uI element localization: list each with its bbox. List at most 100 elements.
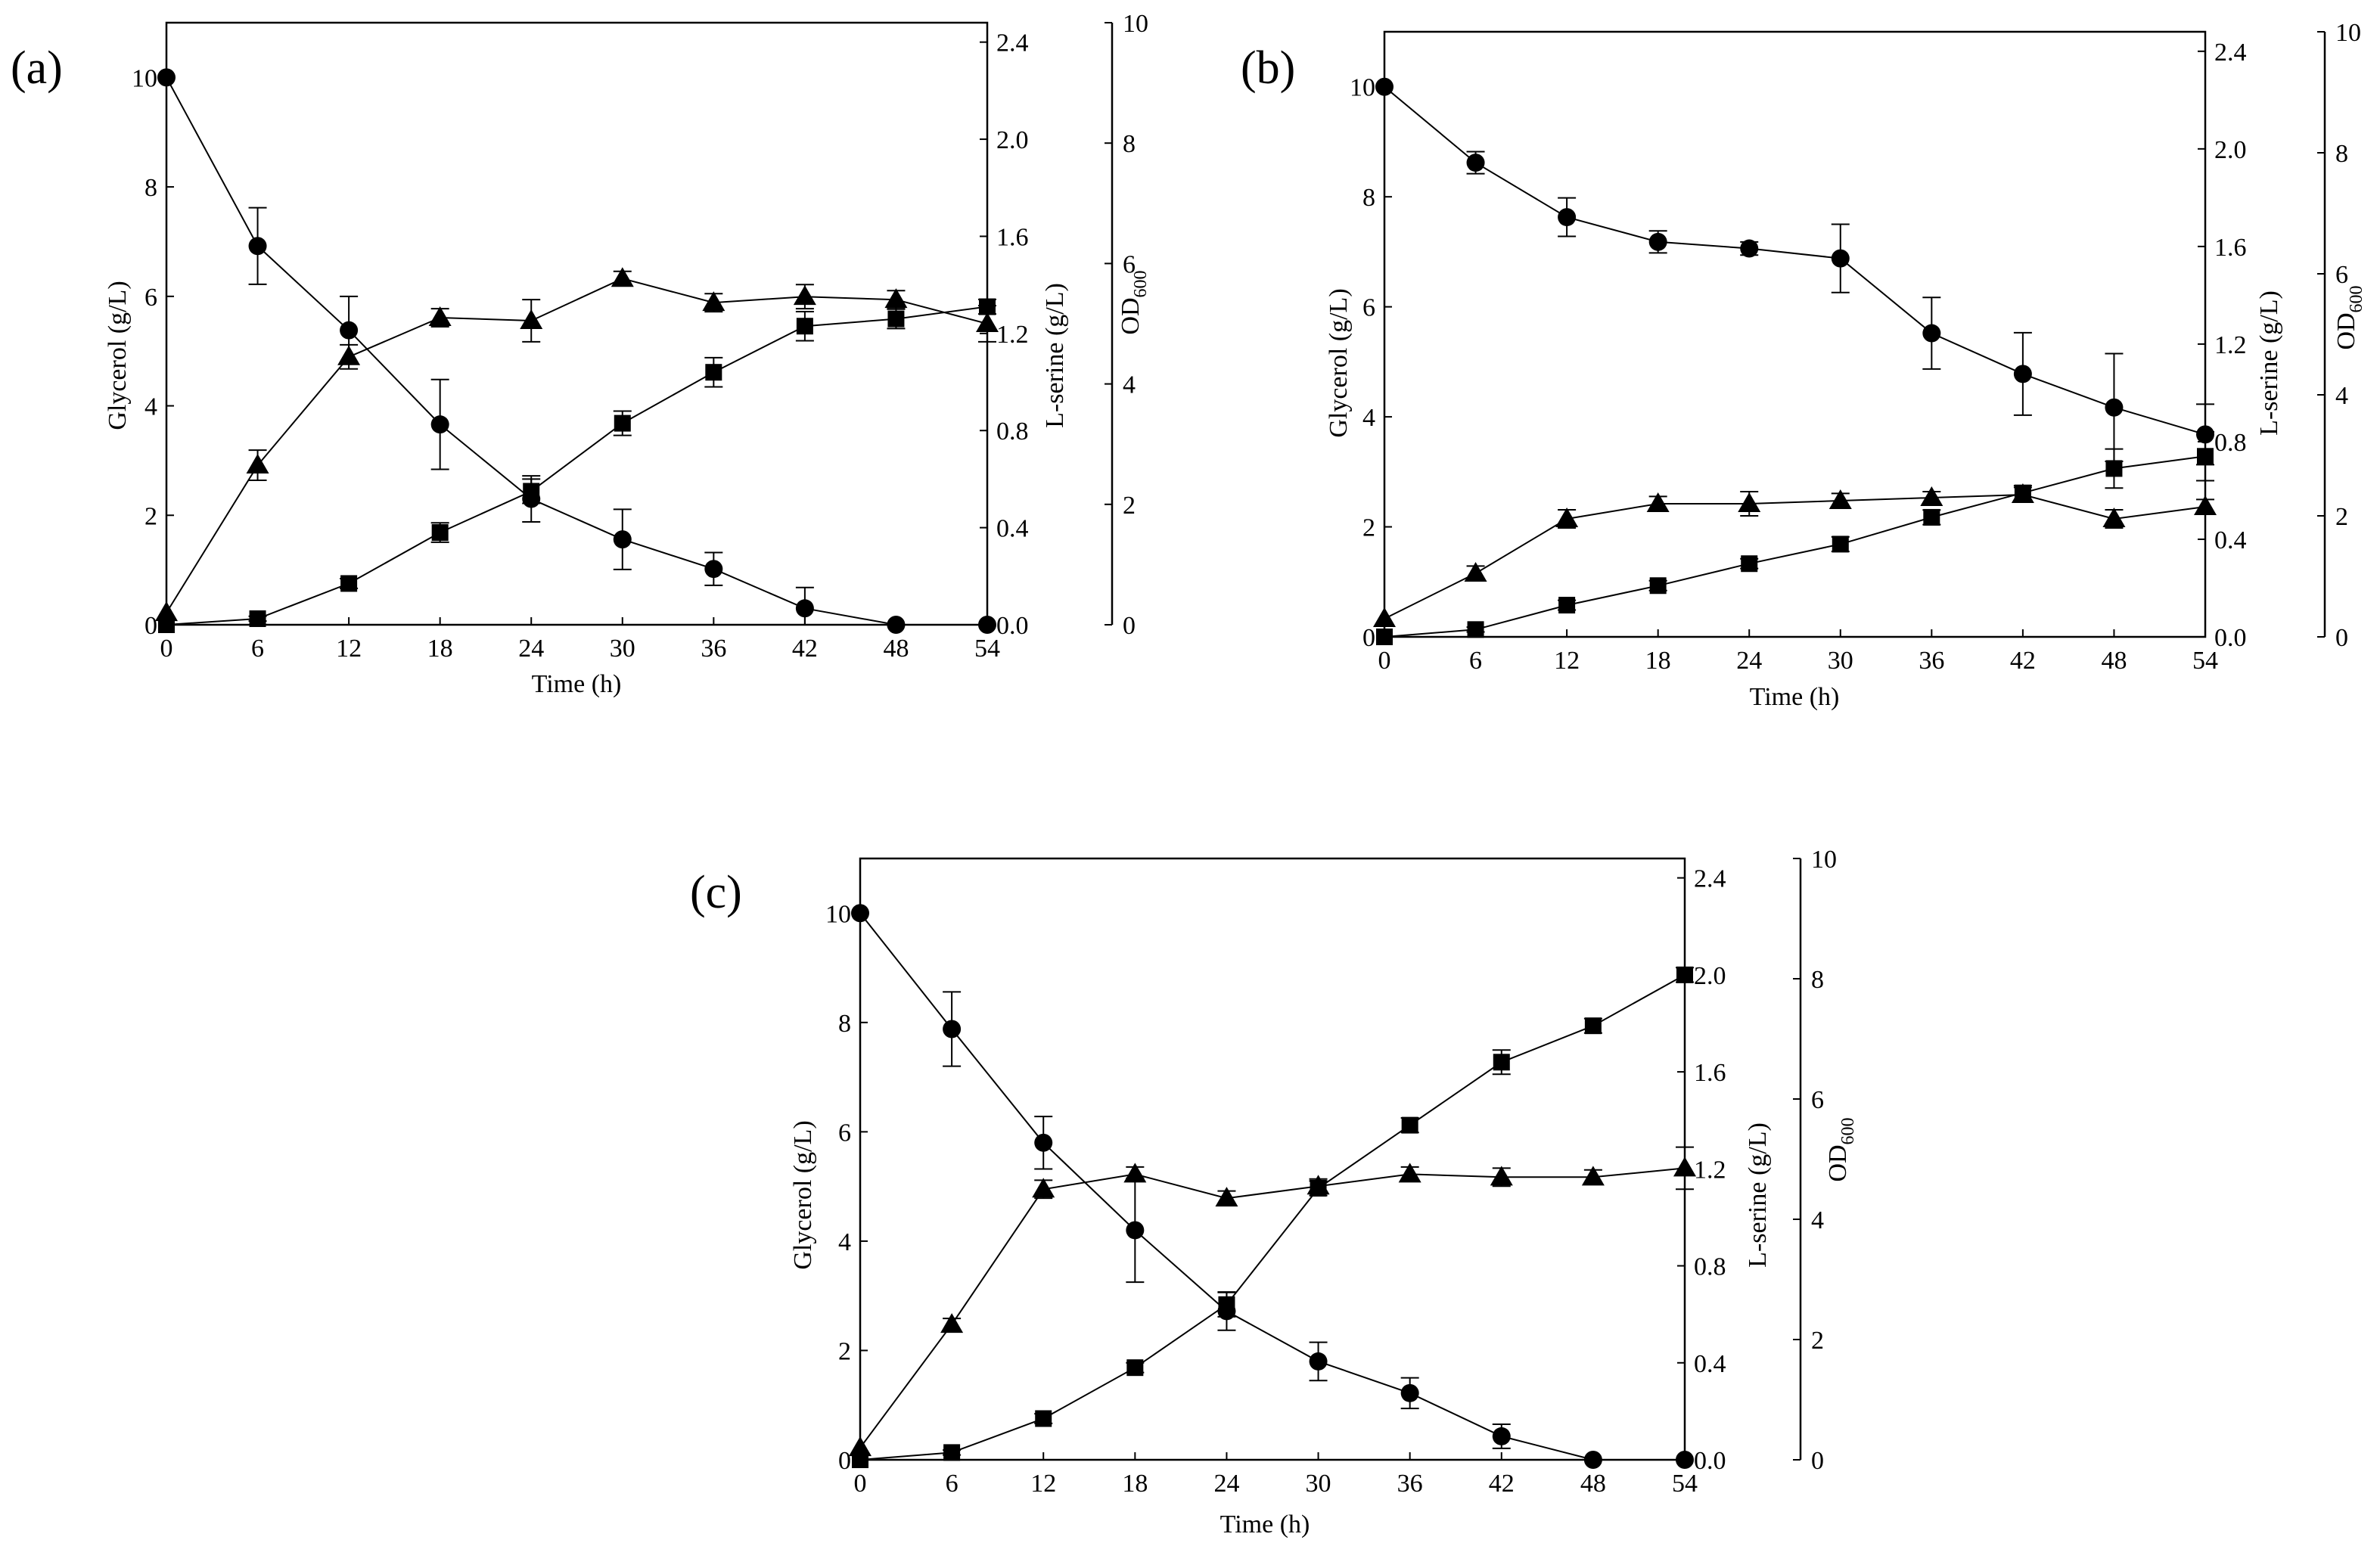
panel-b-od-axis-label: OD600 <box>2332 285 2366 349</box>
glycerol-point <box>1558 208 1577 227</box>
panel-a-od-axis-label: OD600 <box>1117 270 1151 334</box>
od-tick-label: 0 <box>1123 612 1136 640</box>
l-serine-point <box>523 483 540 500</box>
glycerol-point <box>1831 249 1850 268</box>
od600-point <box>611 267 634 287</box>
x-tick-label: 54 <box>974 635 1000 663</box>
glycerol-line <box>859 912 1685 1461</box>
l-serine-point <box>1584 1017 1602 1035</box>
serine-tick-label: 0.0 <box>1694 1447 1726 1475</box>
panel-c-plot: 0 6 12 18 24 30 36 42 48 5402468100.00.40.81.21.6… <box>825 846 1837 1498</box>
glycerol-point <box>1309 1352 1328 1371</box>
glycerol-point <box>1740 239 1759 258</box>
x-tick-label: 18 <box>1122 1470 1148 1498</box>
x-tick-label: 30 <box>1306 1470 1331 1498</box>
od-tick-label: 0 <box>2335 624 2348 652</box>
od-subscript: 600 <box>1131 270 1151 297</box>
od600-point <box>1464 562 1487 582</box>
serine-tick-label: 2.4 <box>996 29 1029 57</box>
x-tick-label: 18 <box>427 635 453 663</box>
od600-point <box>1307 1175 1330 1195</box>
l-serine-point <box>1741 555 1758 573</box>
glycerol-tick-label: 8 <box>144 174 157 202</box>
glycerol-point <box>1034 1133 1053 1152</box>
serine-tick-label: 0.4 <box>1694 1350 1726 1378</box>
od600-point <box>1555 508 1579 527</box>
glycerol-tick-label: 4 <box>838 1228 851 1256</box>
serine-tick-label: 2.0 <box>996 126 1029 154</box>
l-serine-point <box>2105 460 2123 477</box>
od600-point <box>1673 1156 1696 1177</box>
od-subscript: 600 <box>1838 1117 1858 1144</box>
glycerol-tick-label: 6 <box>144 284 157 312</box>
od600-line <box>859 1167 1686 1448</box>
x-tick-label: 0 <box>1378 647 1391 675</box>
x-tick-label: 24 <box>1736 647 1762 675</box>
glycerol-point <box>340 321 359 340</box>
od600-point <box>793 285 816 306</box>
od-tick-label: 6 <box>1811 1086 1824 1114</box>
od600-line <box>166 278 988 613</box>
od600-point <box>428 306 452 327</box>
od600-point <box>520 309 543 330</box>
od600-point <box>1828 489 1852 509</box>
x-tick-label: 0 <box>854 1470 867 1498</box>
serine-tick-label: 1.2 <box>1694 1156 1726 1184</box>
od-tick-label: 0 <box>1811 1447 1824 1475</box>
od-main: OD <box>2332 312 2360 349</box>
serine-tick-label: 2.0 <box>2214 136 2247 164</box>
od600-point <box>1738 492 1761 512</box>
glycerol-point <box>943 1020 962 1038</box>
x-tick-label: 48 <box>883 635 909 663</box>
serine-tick-label: 2.0 <box>1694 962 1726 990</box>
od-subscript: 600 <box>2347 285 2366 312</box>
od600-point <box>1123 1163 1147 1183</box>
serine-tick-label: 1.6 <box>2214 234 2247 262</box>
x-tick-label: 24 <box>518 635 544 663</box>
glycerol-tick-label: 8 <box>1362 184 1375 212</box>
glycerol-tick-label: 0 <box>838 1447 851 1475</box>
od600-point <box>1490 1166 1513 1186</box>
panel-a-x-axis-label: Time (h) <box>532 670 622 698</box>
panel-c-od-axis-label: OD600 <box>1824 1117 1858 1181</box>
glycerol-point <box>851 904 869 923</box>
od600-point <box>1920 486 1943 506</box>
od600-point <box>884 288 908 309</box>
od-tick-label: 4 <box>2335 382 2348 410</box>
glycerol-tick-label: 4 <box>1362 404 1375 432</box>
glycerol-point <box>248 237 267 256</box>
x-tick-label: 30 <box>610 635 635 663</box>
glycerol-tick-label: 10 <box>132 64 157 92</box>
panel-a-plot: 0 6 12 18 24 30 36 42 48 5402468100.00.40.81.21.6… <box>132 10 1148 663</box>
glycerol-point <box>613 530 632 549</box>
od600-point <box>1373 607 1396 627</box>
panel-b-glycerol-axis-label: Glycerol (g/L) <box>1325 288 1353 437</box>
plot-frame <box>1383 30 2207 638</box>
serine-tick-label: 1.6 <box>1694 1059 1726 1087</box>
glycerol-tick-label: 6 <box>838 1119 851 1147</box>
od600-point <box>2194 495 2217 515</box>
l-serine-point <box>1558 597 1576 614</box>
l-serine-point <box>614 414 631 432</box>
panel-c-serine-axis-label: L-serine (g/L) <box>1744 1122 1772 1268</box>
x-tick-label: 6 <box>946 1470 959 1498</box>
od-main: OD <box>1824 1144 1852 1181</box>
glycerol-point <box>795 599 814 618</box>
l-serine-point <box>431 524 449 542</box>
glycerol-point <box>1126 1221 1145 1240</box>
x-tick-label: 48 <box>1580 1470 1606 1498</box>
l-serine-point <box>1126 1359 1144 1377</box>
panel-b-serine-axis-label: L-serine (g/L) <box>2255 290 2283 436</box>
x-tick-label: 0 <box>160 635 173 663</box>
glycerol-point <box>430 415 449 434</box>
l-serine-point <box>1923 508 1940 526</box>
serine-tick-label: 2.4 <box>1694 865 1726 893</box>
glycerol-tick-label: 2 <box>838 1337 851 1365</box>
glycerol-tick-label: 8 <box>838 1010 851 1038</box>
l-serine-point <box>2197 448 2214 465</box>
glycerol-point <box>1676 1451 1694 1469</box>
glycerol-line <box>166 76 987 626</box>
glycerol-point <box>2105 398 2124 417</box>
od600-point <box>246 454 269 474</box>
